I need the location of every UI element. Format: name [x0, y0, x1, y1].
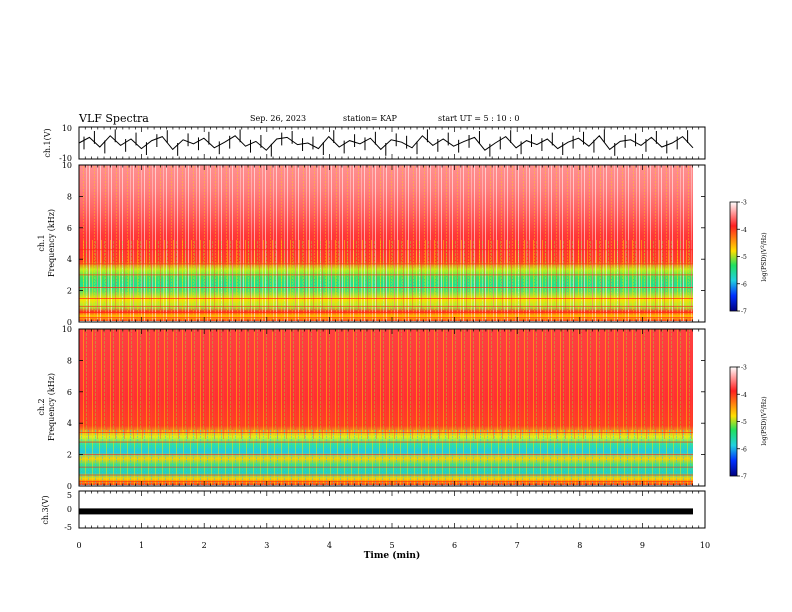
time-tick-label: 6 [452, 541, 457, 550]
colorbar-tick-label: -3 [741, 365, 747, 372]
ch1-plot-area [79, 127, 705, 159]
colorbar-tick-label: -5 [741, 254, 747, 261]
time-tick-label: 0 [76, 541, 81, 550]
ch1-spec-ylabel-line1: ch.1 [37, 234, 46, 251]
ch1-freq-axis: 0 2 4 6 8 10 [62, 161, 705, 327]
freq-tick-label: 10 [62, 325, 72, 334]
time-axis-labels: 0 1 2 3 4 5 6 7 8 9 10 [76, 541, 710, 550]
ch1-waveform-panel: 10 -10 ch.1(V) [43, 124, 706, 163]
ch3-ytick-5: 5 [67, 491, 72, 500]
time-tick-label: 5 [389, 541, 394, 550]
freq-tick-label: 2 [67, 287, 72, 296]
freq-tick-label: 0 [67, 318, 72, 327]
ch1-ytick-bottom: -10 [59, 154, 72, 163]
freq-tick-label: 10 [62, 161, 72, 170]
time-tick-label: 2 [202, 541, 207, 550]
time-tick-label: 7 [515, 541, 520, 550]
freq-tick-label: 4 [67, 255, 72, 264]
time-tick-label: 8 [577, 541, 582, 550]
time-tick-label: 3 [264, 541, 269, 550]
ch1-spectral-lines [79, 249, 693, 318]
plot-title: VLF Spectra [79, 112, 149, 125]
ch1-ylabel: ch.1(V) [43, 128, 52, 157]
ch3-waveform-panel: 5 0 -5 ch.3(V) [41, 490, 706, 532]
colorbar-tick-label: -5 [741, 419, 747, 426]
colorbar-tick-label: -4 [741, 392, 747, 399]
time-tick-label: 4 [327, 541, 332, 550]
ch1-spec-ylabel-line2: Frequency (kHz) [47, 209, 56, 277]
ch3-ylabel: ch.3(V) [41, 495, 50, 524]
station-label: station= KAP [343, 114, 397, 123]
colorbar-tick-label: -6 [741, 281, 747, 288]
ch3-signal-trace [79, 508, 693, 515]
colorbar-ch2-label: log(PSD)(V2/Hz) [760, 396, 768, 445]
ch2-spec-ylabel-line2: Frequency (kHz) [47, 373, 56, 441]
colorbar-tick-label: -7 [741, 309, 747, 316]
ch1-spectrogram-panel: 0 2 4 6 8 10 ch.1 Frequency (kHz) [37, 161, 706, 327]
ch2-spectrogram-panel: 0 2 4 6 8 10 ch.2 Frequency (kHz) [37, 325, 706, 491]
colorbar-tick-label: -7 [741, 474, 747, 481]
freq-tick-label: 8 [67, 192, 72, 201]
freq-tick-label: 0 [67, 482, 72, 491]
colorbar-ch1: -3 -4 -5 -6 -7 log(PSD)(V2/Hz) [729, 200, 768, 316]
start-time-label: start UT = 5 : 10 : 0 [438, 114, 520, 123]
freq-tick-label: 6 [67, 388, 72, 397]
colorbar-ch2: -3 -4 -5 -6 -7 log(PSD)(V2/Hz) [729, 365, 768, 481]
ch2-spec-ylabel-line1: ch.2 [37, 398, 46, 415]
time-ticks [78, 127, 706, 528]
ch2-freq-axis: 0 2 4 6 8 10 [62, 325, 705, 491]
colorbar-tick-label: -6 [741, 446, 747, 453]
freq-tick-label: 6 [67, 224, 72, 233]
colorbar-ch1-label: log(PSD)(V2/Hz) [760, 232, 768, 281]
colorbar-tick-label: -4 [741, 227, 747, 234]
freq-tick-label: 2 [67, 451, 72, 460]
freq-tick-label: 4 [67, 419, 72, 428]
time-tick-label: 9 [640, 541, 645, 550]
ch1-ytick-top: 10 [62, 124, 72, 133]
time-tick-label: 1 [139, 541, 144, 550]
ch3-ytick-neg5: -5 [64, 523, 72, 532]
freq-tick-label: 8 [67, 356, 72, 365]
x-axis-title: Time (min) [364, 550, 421, 561]
ch3-ytick-0: 0 [67, 505, 72, 514]
time-tick-label: 10 [700, 541, 710, 550]
ch1-waveform-jitter [83, 129, 689, 157]
date-label: Sep. 26, 2023 [250, 114, 307, 123]
colorbar-tick-label: -3 [741, 200, 747, 207]
ch2-spectral-lines [79, 432, 693, 482]
